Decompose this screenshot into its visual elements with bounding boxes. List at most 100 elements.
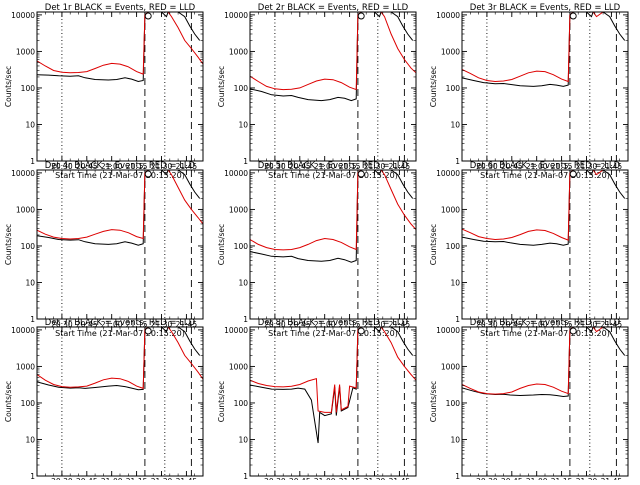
panel-title: Det 7r BLACK = Events, RED = LLD (45, 318, 196, 328)
y-tick-label: 1000 (229, 205, 248, 214)
x-tick-label: 20:30 (51, 162, 73, 171)
x-tick-label: 20:30 (51, 320, 73, 329)
y-tick-label: 100 (234, 84, 249, 93)
y-axis-label: Counts/sec (217, 224, 226, 265)
events-series-line (250, 170, 414, 263)
x-tick-label: 20:45 (76, 320, 98, 329)
panel-title: Det 9r BLACK = Events, RED = LLD (470, 318, 621, 328)
y-tick-label: 10000 (436, 326, 460, 335)
detector-panel-9: Det 9r BLACK = Events, RED = LLD 1 10 100 10… (429, 318, 629, 485)
saturation-marker (144, 12, 152, 20)
lld-series-line (250, 327, 416, 413)
lld-series-line (37, 12, 203, 75)
x-axis-label: Start Time (21-Mar-07 20:15:20) (268, 171, 398, 180)
x-tick-label: 20:45 (501, 320, 523, 329)
x-tick-label: 20:45 (289, 320, 311, 329)
y-tick-label: 1000 (16, 205, 35, 214)
x-tick-label: 21:15 (551, 162, 573, 171)
y-tick-label: 10000 (11, 169, 35, 178)
y-tick-label: 1000 (441, 47, 460, 56)
x-tick-label: 21:45 (601, 320, 623, 329)
y-tick-label: 10000 (224, 11, 248, 20)
events-series-line (462, 327, 626, 398)
panel-title: Det 2r BLACK = Events, RED = LLD (258, 3, 409, 13)
y-tick-label: 10 (238, 120, 248, 129)
y-tick-label: 1 (455, 472, 460, 480)
saturation-marker (357, 12, 365, 20)
y-tick-label: 1000 (16, 362, 35, 371)
detector-panel-3: Det 3r BLACK = Events, RED = LLD 1 10 100 10… (429, 3, 629, 180)
x-tick-label: 21:45 (176, 162, 198, 171)
y-tick-label: 1 (455, 315, 460, 324)
events-series-line (250, 327, 414, 444)
x-tick-label: 21:00 (101, 162, 123, 171)
y-tick-label: 1 (243, 157, 248, 166)
events-series-line (37, 12, 201, 83)
x-tick-label: 21:30 (576, 320, 598, 329)
y-tick-label: 1000 (229, 362, 248, 371)
x-axis-label: Start Time (21-Mar-07 20:15:20) (55, 171, 185, 180)
y-tick-label: 100 (234, 242, 249, 251)
lld-series-line (462, 327, 628, 395)
x-tick-label: 21:00 (526, 162, 548, 171)
x-tick-label: 21:30 (151, 320, 173, 329)
x-tick-label: 20:30 (476, 162, 498, 171)
y-tick-label: 10000 (11, 11, 35, 20)
y-tick-label: 1000 (441, 362, 460, 371)
x-tick-label: 21:00 (526, 320, 548, 329)
y-axis-label: Counts/sec (429, 66, 438, 107)
panel-title: Det 5r BLACK = Events, RED = LLD (258, 161, 409, 171)
detector-panel-6: Det 6r BLACK = Events, RED = LLD 1 10 100 10… (429, 161, 629, 338)
x-axis-label: Start Time (21-Mar-07 20:15:20) (480, 171, 610, 180)
x-tick-label: 21:30 (364, 320, 386, 329)
x-tick-label: 21:45 (176, 320, 198, 329)
detector-panel-1: Det 1r BLACK = Events, RED = LLD 1 10 100 10… (4, 3, 204, 180)
y-tick-label: 10 (25, 435, 35, 444)
detector-panel-8: Det 8r BLACK = Events, RED = LLD 1 10 100 10… (217, 318, 417, 485)
x-tick-label: 21:00 (314, 162, 336, 171)
lld-series-line (250, 12, 416, 91)
x-tick-label: 21:15 (126, 162, 148, 171)
y-tick-label: 100 (21, 84, 36, 93)
y-tick-label: 1000 (16, 47, 35, 56)
x-axis-label: Start Time (21-Mar-07 20:15:20) (268, 329, 398, 338)
saturation-marker (569, 12, 577, 20)
events-series-line (462, 12, 626, 87)
y-tick-label: 10 (450, 278, 460, 287)
y-axis-label: Counts/sec (4, 66, 13, 107)
y-tick-label: 10 (238, 278, 248, 287)
saturation-marker (569, 327, 577, 335)
events-series-line (37, 327, 201, 391)
y-tick-label: 100 (234, 399, 249, 408)
y-tick-label: 100 (446, 84, 461, 93)
y-tick-label: 1 (243, 472, 248, 480)
y-tick-label: 1000 (441, 205, 460, 214)
y-tick-label: 1 (243, 315, 248, 324)
panel-title: Det 4r BLACK = Events, RED = LLD (45, 161, 196, 171)
detector-panel-2: Det 2r BLACK = Events, RED = LLD 1 10 100 10… (217, 3, 417, 180)
y-tick-label: 1 (30, 472, 35, 480)
y-tick-label: 10 (450, 435, 460, 444)
saturation-marker (144, 170, 152, 178)
y-tick-label: 1000 (229, 47, 248, 56)
lld-series-line (37, 170, 203, 240)
panel-title: Det 6r BLACK = Events, RED = LLD (470, 161, 621, 171)
y-tick-label: 10000 (436, 11, 460, 20)
detector-panel-5: Det 5r BLACK = Events, RED = LLD 1 10 100 10… (217, 161, 417, 338)
panel-title: Det 8r BLACK = Events, RED = LLD (258, 318, 409, 328)
y-tick-label: 10000 (224, 326, 248, 335)
x-tick-label: 20:30 (264, 162, 286, 171)
y-axis-label: Counts/sec (4, 224, 13, 265)
panel-title: Det 3r BLACK = Events, RED = LLD (470, 3, 621, 13)
x-axis-label: Start Time (21-Mar-07 20:15:20) (55, 329, 185, 338)
x-tick-label: 20:30 (264, 320, 286, 329)
y-axis-label: Counts/sec (429, 381, 438, 422)
y-tick-label: 10000 (11, 326, 35, 335)
y-axis-label: Counts/sec (4, 381, 13, 422)
y-tick-label: 100 (446, 242, 461, 251)
y-tick-label: 100 (21, 242, 36, 251)
x-tick-label: 21:15 (551, 320, 573, 329)
lld-series-line (462, 170, 628, 241)
x-tick-label: 21:30 (151, 162, 173, 171)
